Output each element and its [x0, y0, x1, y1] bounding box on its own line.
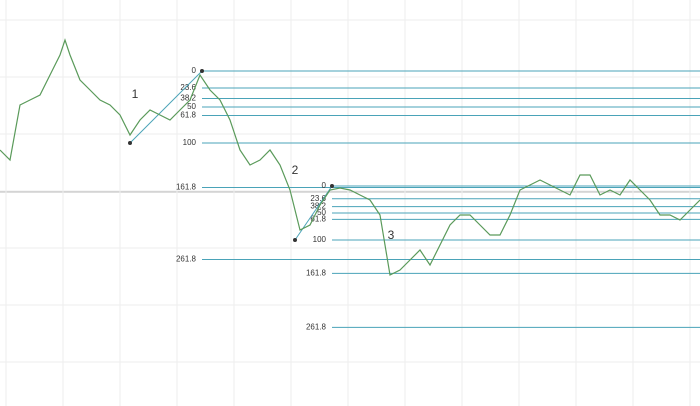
wave-label: 3: [388, 228, 395, 242]
price-line: [0, 38, 700, 276]
fib-level-label: 50: [317, 208, 326, 217]
fib-level-label: 38.2: [180, 94, 196, 103]
fib-anchor: [128, 141, 132, 145]
fib-level-label: 261.8: [306, 322, 327, 331]
fib-level-label: 161.8: [176, 183, 197, 192]
fib-level-label: 0: [322, 181, 327, 190]
fib-level-label: 100: [313, 235, 327, 244]
fib-level-label: 261.8: [176, 255, 197, 264]
fib-level-label: 61.8: [310, 214, 326, 223]
fib-level-label: 0: [192, 66, 197, 75]
fib-level-label: 161.8: [306, 268, 327, 277]
fib-trend-line: [294, 185, 333, 241]
wave-label: 1: [132, 87, 139, 101]
fib-anchor: [293, 238, 297, 242]
fib-level-label: 23.6: [180, 83, 196, 92]
fib-level-label: 23.6: [310, 194, 326, 203]
fib-anchor: [330, 184, 334, 188]
fib-level-label: 50: [187, 102, 196, 111]
wave-label: 2: [292, 163, 299, 177]
fib-anchor: [200, 69, 204, 73]
fib-level-label: 61.8: [180, 111, 196, 120]
fib-trend-line: [129, 70, 203, 144]
fib-level-label: 100: [183, 138, 197, 147]
